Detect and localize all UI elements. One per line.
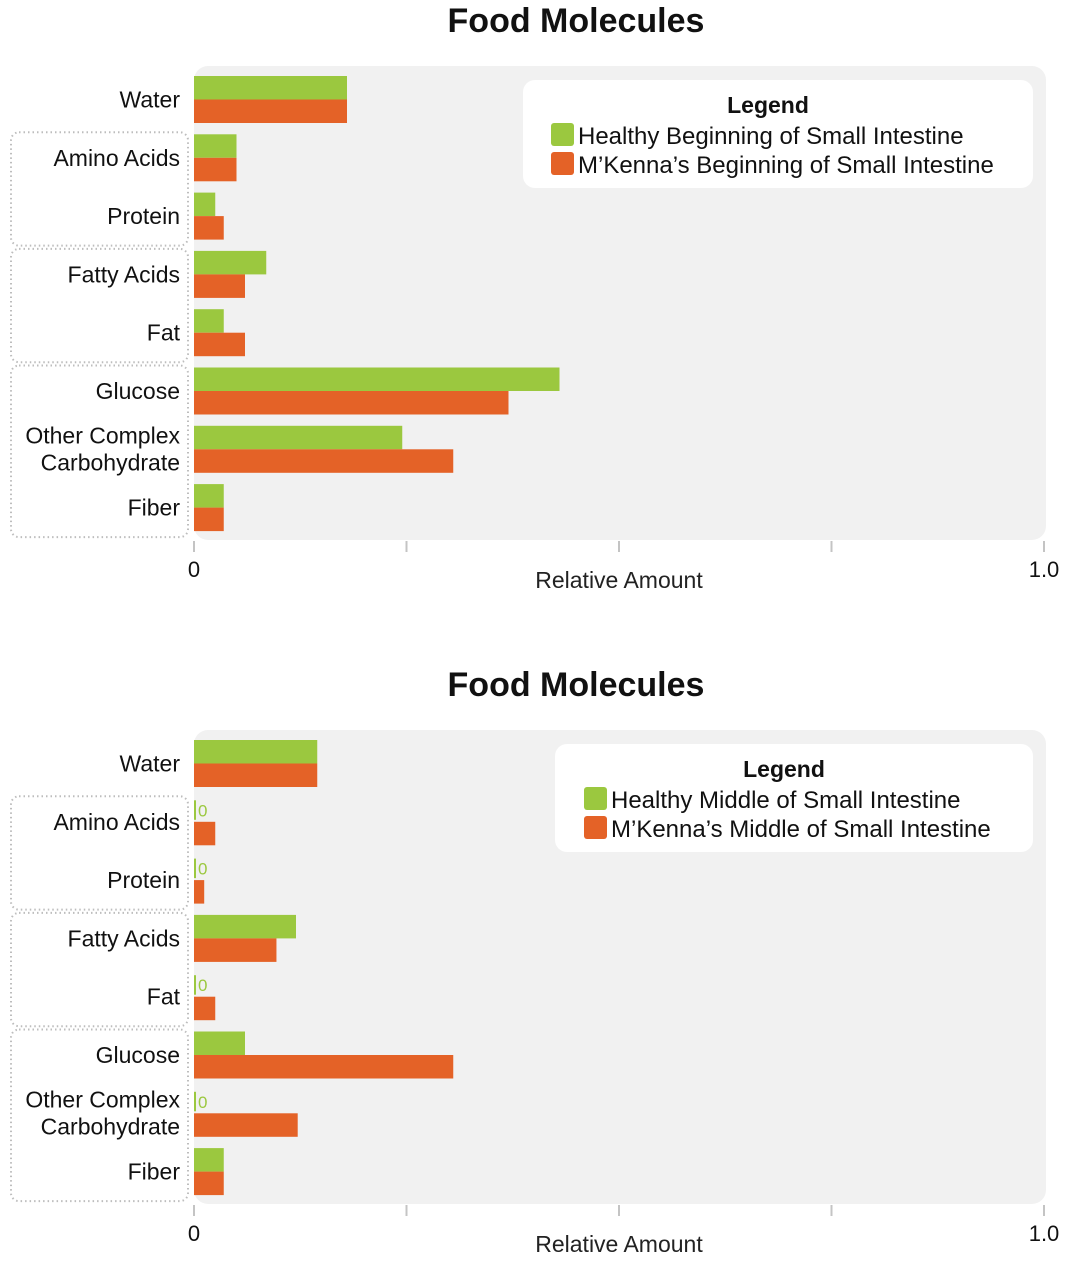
category-label: Fiber [128,495,181,521]
x-tick-label: 1.0 [1029,557,1060,582]
chart-middle-small-intestine: Food Molecules Water Amino Acids Protein Fat… [0,664,1080,1284]
bar-mkenna [194,216,224,240]
zero-data-label: 0 [198,801,207,820]
category-label: Fatty Acids [68,925,180,951]
legend-title: Legend [743,756,825,782]
bar-mkenna [194,938,277,962]
category-label: Glucose [96,378,180,404]
bar-healthy [194,1031,245,1055]
bar-healthy [194,250,267,275]
legend-entry-label: M’Kenna’s Beginning of Small Intestine [578,152,994,179]
category-label: Fat [147,320,181,346]
bar-mkenna [194,391,509,415]
category-label: Fatty Acids [68,261,180,287]
category-label-line: Other Complex [25,422,180,448]
legend-box [555,744,1033,852]
chart-title: Food Molecules [448,2,705,40]
bar-healthy-zero [194,975,196,995]
bar-mkenna [194,507,224,532]
bar-mkenna [194,449,454,473]
category-label-line: Carbohydrate [41,449,180,475]
bar-mkenna [194,1171,224,1196]
chart-svg: Food Molecules Water Amino Acids Protein Fat… [10,2,1060,593]
chart-title: Food Molecules [448,666,705,704]
category-label: Protein [107,867,180,893]
category-label: Other Complex Carbohydrate [25,1086,180,1139]
bar-mkenna [194,1113,298,1137]
category-label: Glucose [96,1042,180,1068]
bar-healthy [194,740,318,764]
legend-entry-label: Healthy Beginning of Small Intestine [578,123,964,150]
bar-healthy [194,76,347,100]
bar-mkenna [194,880,205,904]
category-label-line: Carbohydrate [41,1113,180,1139]
bar-healthy [194,192,216,217]
category-label-line: Other Complex [25,1086,180,1112]
bar-mkenna [194,1055,454,1079]
legend-swatch-mkenna [584,816,607,839]
x-tick-label: 1.0 [1029,1221,1060,1246]
x-axis-label: Relative Amount [535,1231,703,1257]
x-tick-label: 0 [188,557,200,582]
legend-swatch-healthy [584,787,607,810]
bar-mkenna [194,99,347,123]
category-label: Fiber [128,1159,181,1185]
category-label: Amino Acids [53,809,180,835]
bar-healthy [194,309,224,333]
bar-mkenna [194,763,318,787]
bar-healthy-zero [194,800,196,820]
zero-data-label: 0 [198,860,207,879]
bar-healthy [194,425,403,450]
bar-healthy [194,134,237,158]
chart-svg: Food Molecules Water Amino Acids Protein Fat… [10,666,1060,1257]
bar-healthy [194,484,224,508]
legend-swatch-mkenna [551,152,574,175]
category-label: Water [120,87,181,113]
legend-entry-label: M’Kenna’s Middle of Small Intestine [611,816,991,843]
legend: Legend Healthy Beginning of Small Intesti… [523,80,1033,188]
bar-healthy [194,1148,224,1172]
zero-data-label: 0 [198,1093,207,1112]
legend-title: Legend [727,92,809,118]
category-group-box [10,911,189,1028]
legend-box [523,80,1033,188]
bar-mkenna [194,821,216,846]
category-label: Water [120,751,181,777]
category-label: Amino Acids [53,145,180,171]
bar-mkenna [194,332,245,357]
legend: Legend Healthy Middle of Small IntestineM… [555,744,1033,852]
bar-healthy [194,914,296,939]
bar-healthy-zero [194,858,196,879]
category-group-box [10,131,189,247]
bar-healthy [194,367,560,391]
x-tick-label: 0 [188,1221,200,1246]
bar-healthy-zero [194,1091,196,1112]
legend-entry-label: Healthy Middle of Small Intestine [611,787,961,814]
bar-mkenna [194,157,237,182]
x-axis-label: Relative Amount [535,567,703,593]
bar-mkenna [194,274,245,298]
category-label: Fat [147,984,181,1010]
bar-mkenna [194,996,216,1021]
legend-swatch-healthy [551,123,574,146]
category-label: Other Complex Carbohydrate [25,422,180,475]
zero-data-label: 0 [198,976,207,995]
chart-beginning-small-intestine: Food Molecules Water Amino Acids Protein Fat… [0,0,1080,620]
category-label: Protein [107,203,180,229]
category-group-box [10,795,189,911]
category-group-box [10,247,189,364]
